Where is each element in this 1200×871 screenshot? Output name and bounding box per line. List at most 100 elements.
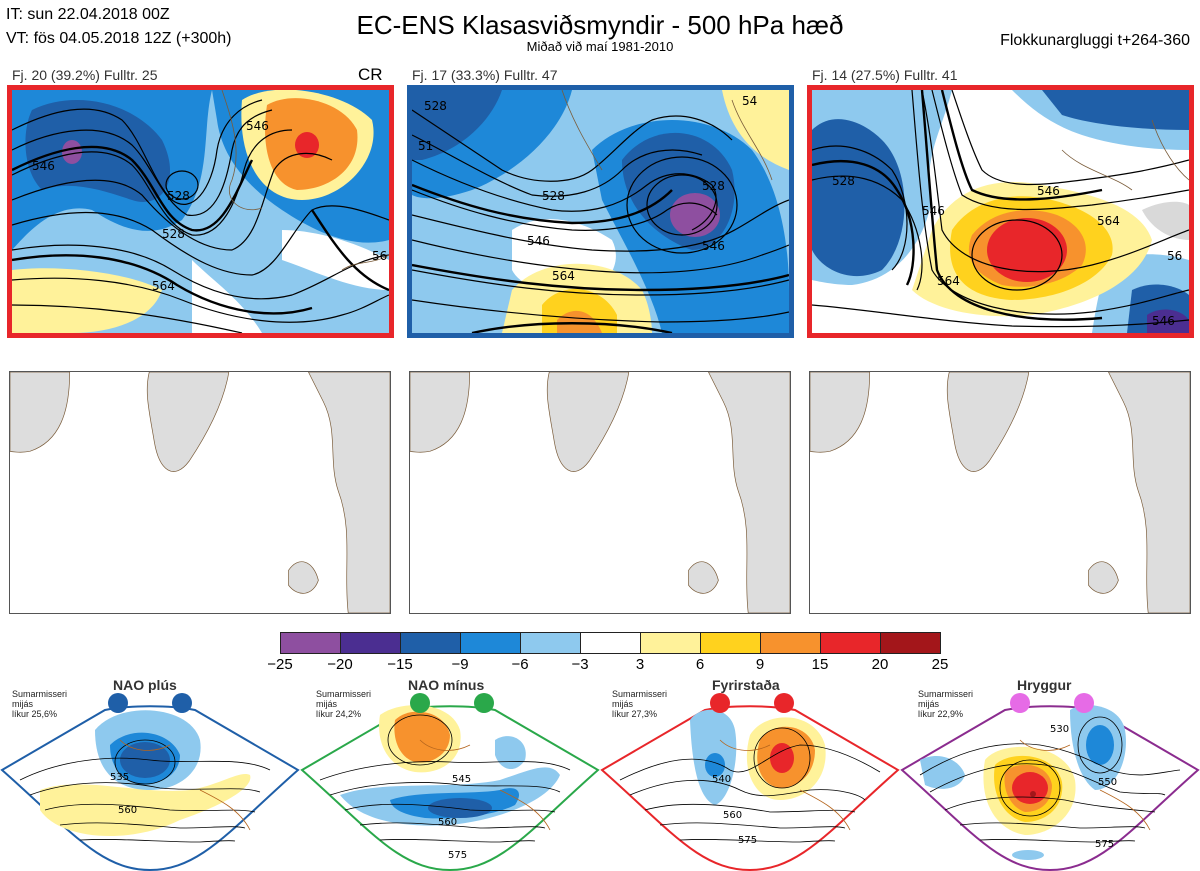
colorbar-cell bbox=[400, 632, 461, 654]
colorbar-tick-label: 20 bbox=[871, 656, 889, 673]
regime-contour-label: 575 bbox=[448, 850, 467, 861]
colorbar-cell bbox=[580, 632, 641, 654]
contour-label: 546 bbox=[246, 119, 269, 133]
contour-label: 528 bbox=[162, 227, 185, 241]
regime-dot bbox=[710, 693, 730, 713]
regime-nao-minus: 545 560 575 bbox=[300, 700, 600, 871]
colorbar-tick-label: −25 bbox=[267, 656, 293, 673]
regime-contour-label: 560 bbox=[118, 805, 137, 816]
panel-3-label: Fj. 14 (27.5%) Fulltr. 41 bbox=[812, 67, 958, 83]
valid-time: VT: fös 04.05.2018 12Z (+300h) bbox=[6, 30, 232, 47]
regime-contour-label: 540 bbox=[712, 774, 731, 785]
panel-1-tag: CR bbox=[358, 65, 383, 84]
regime-info-ridge: Sumarmisseri mijás líkur 22,9% bbox=[918, 689, 973, 719]
contour-label: 546 bbox=[32, 159, 55, 173]
reference-map-3 bbox=[809, 371, 1191, 614]
reference-map-1 bbox=[9, 371, 391, 614]
contour-label: 528 bbox=[702, 179, 725, 193]
regime-title-nao-minus: NAO mínus bbox=[408, 677, 485, 693]
regime-season: Sumarmisseri bbox=[316, 689, 372, 699]
regime-season: Sumarmisseri bbox=[12, 689, 68, 699]
regime-period: mijás bbox=[316, 699, 338, 709]
issue-time: IT: sun 22.04.2018 00Z bbox=[6, 6, 170, 23]
regime-period: mijás bbox=[12, 699, 34, 709]
panel-2-label: Fj. 17 (33.3%) Fulltr. 47 bbox=[412, 67, 558, 83]
regime-info-nao-plus: Sumarmisseri mijás líkur 25,6% bbox=[12, 689, 67, 719]
regime-period: mijás bbox=[612, 699, 634, 709]
regime-season: Sumarmisseri bbox=[918, 689, 974, 699]
cluster-map-2: 528 51 528 546 564 546 528 54 bbox=[407, 85, 794, 338]
cluster-map-1: 546 528 528 564 546 56 bbox=[7, 85, 394, 338]
regime-season: Sumarmisseri bbox=[612, 689, 668, 699]
regime-title-blocking: Fyrirstaða bbox=[712, 677, 780, 693]
contour-label: 54 bbox=[742, 94, 757, 108]
contour-label: 528 bbox=[832, 174, 855, 188]
colorbar-cell bbox=[700, 632, 761, 654]
contour-label: 546 bbox=[527, 234, 550, 248]
classification-window: Flokkunargluggi t+264-360 bbox=[1000, 32, 1190, 49]
regime-dot bbox=[410, 693, 430, 713]
regime-probability: líkur 24,2% bbox=[316, 709, 362, 719]
contour-label: 564 bbox=[552, 269, 575, 283]
colorbar-tick-label: −3 bbox=[571, 656, 589, 673]
contour-label: 546 bbox=[1037, 184, 1060, 198]
regime-dot bbox=[172, 693, 192, 713]
colorbar-cell bbox=[280, 632, 341, 654]
page-subtitle: Miðað við maí 1981-2010 bbox=[526, 39, 674, 54]
regime-contour-label: 530 bbox=[1050, 724, 1069, 735]
regime-info-blocking: Sumarmisseri mijás líkur 27,3% bbox=[612, 689, 667, 719]
contour-label: 546 bbox=[702, 239, 725, 253]
regime-contour-label: 560 bbox=[723, 810, 742, 821]
colorbar-cell bbox=[640, 632, 701, 654]
regime-contour-label: 575 bbox=[1095, 839, 1114, 850]
contour-label: 546 bbox=[1152, 314, 1175, 328]
regime-contour-label: 560 bbox=[438, 817, 457, 828]
contour-label: 56 bbox=[1167, 249, 1182, 263]
reference-map-2 bbox=[409, 371, 791, 614]
colorbar-tick-label: −9 bbox=[451, 656, 469, 673]
colorbar-cell bbox=[520, 632, 581, 654]
regime-dot bbox=[108, 693, 128, 713]
page-title: EC-ENS Klasasviðsmyndir - 500 hPa hæð bbox=[356, 10, 844, 40]
regime-dot bbox=[1010, 693, 1030, 713]
regime-contour-label: 545 bbox=[452, 774, 471, 785]
contour-label: 51 bbox=[418, 139, 433, 153]
regime-blocking: 540 560 575 bbox=[600, 700, 900, 871]
regime-contour-label: 575 bbox=[738, 835, 757, 846]
regime-ridge: 530 550 575 bbox=[900, 700, 1200, 871]
contour-label: 546 bbox=[922, 204, 945, 218]
colorbar-cell bbox=[460, 632, 521, 654]
colorbar-cell bbox=[820, 632, 881, 654]
regime-dot bbox=[1074, 693, 1094, 713]
regime-dot bbox=[774, 693, 794, 713]
colorbar-tick-label: 6 bbox=[695, 656, 705, 673]
regime-dot bbox=[474, 693, 494, 713]
regime-probability: líkur 27,3% bbox=[612, 709, 658, 719]
regime-contour-label: 550 bbox=[1098, 777, 1117, 788]
colorbar-tick-label: −15 bbox=[387, 656, 413, 673]
regime-nao-plus: 535 560 bbox=[0, 700, 300, 871]
colorbar-tick-label: 3 bbox=[635, 656, 645, 673]
regime-period: mijás bbox=[918, 699, 940, 709]
colorbar-tick-label: −20 bbox=[327, 656, 353, 673]
colorbar-tick-label: 9 bbox=[755, 656, 765, 673]
colorbar-cell bbox=[760, 632, 821, 654]
contour-label: 564 bbox=[1097, 214, 1120, 228]
colorbar-tick-label: 25 bbox=[931, 656, 949, 673]
colorbar-cell bbox=[880, 632, 941, 654]
contour-label: 564 bbox=[937, 274, 960, 288]
colorbar-tick-label: −6 bbox=[511, 656, 529, 673]
regime-title-nao-plus: NAO plús bbox=[113, 677, 177, 693]
contour-label: 528 bbox=[167, 189, 190, 203]
colorbar-tick-label: 15 bbox=[811, 656, 829, 673]
panel-1-label: Fj. 20 (39.2%) Fulltr. 25 bbox=[12, 67, 158, 83]
regime-probability: líkur 25,6% bbox=[12, 709, 58, 719]
regime-info-nao-minus: Sumarmisseri mijás líkur 24,2% bbox=[316, 689, 371, 719]
colorbar-cell bbox=[340, 632, 401, 654]
contour-label: 564 bbox=[152, 279, 175, 293]
regime-probability: líkur 22,9% bbox=[918, 709, 964, 719]
contour-label: 528 bbox=[542, 189, 565, 203]
contour-label: 528 bbox=[424, 99, 447, 113]
contour-label: 56 bbox=[372, 249, 387, 263]
regime-contour-label: 535 bbox=[110, 772, 129, 783]
